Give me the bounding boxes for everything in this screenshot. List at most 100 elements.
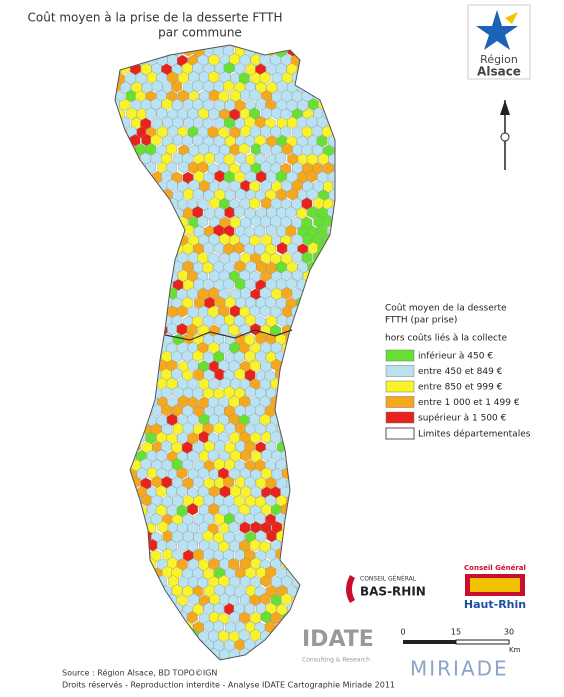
commune xyxy=(126,611,138,624)
commune xyxy=(223,278,235,291)
commune xyxy=(151,656,163,660)
commune xyxy=(344,125,354,137)
commune xyxy=(349,477,359,489)
commune xyxy=(167,53,179,67)
commune xyxy=(115,386,120,399)
commune xyxy=(130,387,141,400)
commune xyxy=(125,323,137,337)
commune xyxy=(240,286,251,300)
commune xyxy=(313,305,325,319)
commune xyxy=(125,45,136,49)
commune xyxy=(235,151,247,165)
commune xyxy=(115,611,116,624)
commune xyxy=(125,304,136,318)
commune xyxy=(115,439,122,453)
commune xyxy=(192,133,204,147)
commune xyxy=(344,109,354,121)
scale-label: 30 xyxy=(504,628,514,637)
commune xyxy=(339,370,349,382)
commune xyxy=(131,297,142,311)
commune xyxy=(286,260,298,274)
commune xyxy=(302,360,314,373)
commune xyxy=(333,252,335,265)
commune xyxy=(313,52,325,66)
commune xyxy=(312,485,324,498)
commune xyxy=(307,422,319,436)
commune xyxy=(322,521,334,535)
commune xyxy=(115,216,127,229)
commune xyxy=(327,296,335,310)
commune xyxy=(307,351,319,365)
commune xyxy=(156,106,168,120)
commune xyxy=(161,656,172,660)
commune xyxy=(115,647,127,660)
commune xyxy=(187,539,198,552)
commune xyxy=(115,207,120,220)
commune xyxy=(156,647,167,660)
commune xyxy=(312,323,324,336)
commune xyxy=(229,251,240,264)
commune xyxy=(317,512,329,526)
commune xyxy=(318,331,330,345)
commune xyxy=(172,619,183,633)
commune xyxy=(323,484,334,498)
commune xyxy=(223,385,235,399)
commune xyxy=(182,171,194,185)
commune xyxy=(307,512,318,526)
commune xyxy=(328,99,335,112)
commune xyxy=(115,224,122,238)
commune xyxy=(311,539,323,553)
commune xyxy=(125,647,137,660)
commune xyxy=(317,495,328,509)
commune xyxy=(115,538,126,552)
logo-text: Région xyxy=(480,53,518,66)
commune xyxy=(250,431,261,445)
commune xyxy=(214,439,226,453)
commune xyxy=(343,504,353,516)
commune xyxy=(124,54,136,67)
commune xyxy=(323,592,334,606)
commune xyxy=(259,53,271,66)
commune xyxy=(115,179,126,193)
commune xyxy=(350,225,360,237)
commune xyxy=(115,485,125,498)
scale-label: 0 xyxy=(400,628,405,637)
commune xyxy=(152,638,164,652)
commune xyxy=(146,575,158,588)
commune xyxy=(344,162,354,174)
logo-text: CONSEIL GÉNÉRAL xyxy=(360,575,417,583)
commune xyxy=(306,188,318,201)
commune xyxy=(329,439,335,453)
commune xyxy=(254,224,266,238)
commune xyxy=(147,502,158,516)
commune xyxy=(312,340,323,354)
commune xyxy=(125,178,137,192)
commune xyxy=(130,261,142,274)
commune xyxy=(322,323,333,337)
commune xyxy=(332,412,335,426)
commune xyxy=(119,45,131,58)
commune xyxy=(177,269,189,282)
commune xyxy=(141,350,153,363)
commune xyxy=(150,602,162,615)
region-outline xyxy=(114,44,336,661)
commune xyxy=(244,602,256,615)
commune xyxy=(124,396,136,409)
commune xyxy=(302,539,313,553)
commune xyxy=(323,450,335,463)
commune xyxy=(339,405,349,417)
commune xyxy=(266,224,277,237)
commune xyxy=(328,242,335,255)
commune xyxy=(141,638,153,652)
commune xyxy=(135,215,146,229)
commune xyxy=(119,351,131,364)
commune xyxy=(208,89,220,102)
commune xyxy=(281,287,292,300)
commune xyxy=(338,46,348,58)
commune xyxy=(328,602,335,615)
commune xyxy=(255,331,267,345)
commune xyxy=(119,493,131,507)
commune xyxy=(327,315,335,328)
commune xyxy=(350,242,360,254)
commune xyxy=(328,278,335,291)
